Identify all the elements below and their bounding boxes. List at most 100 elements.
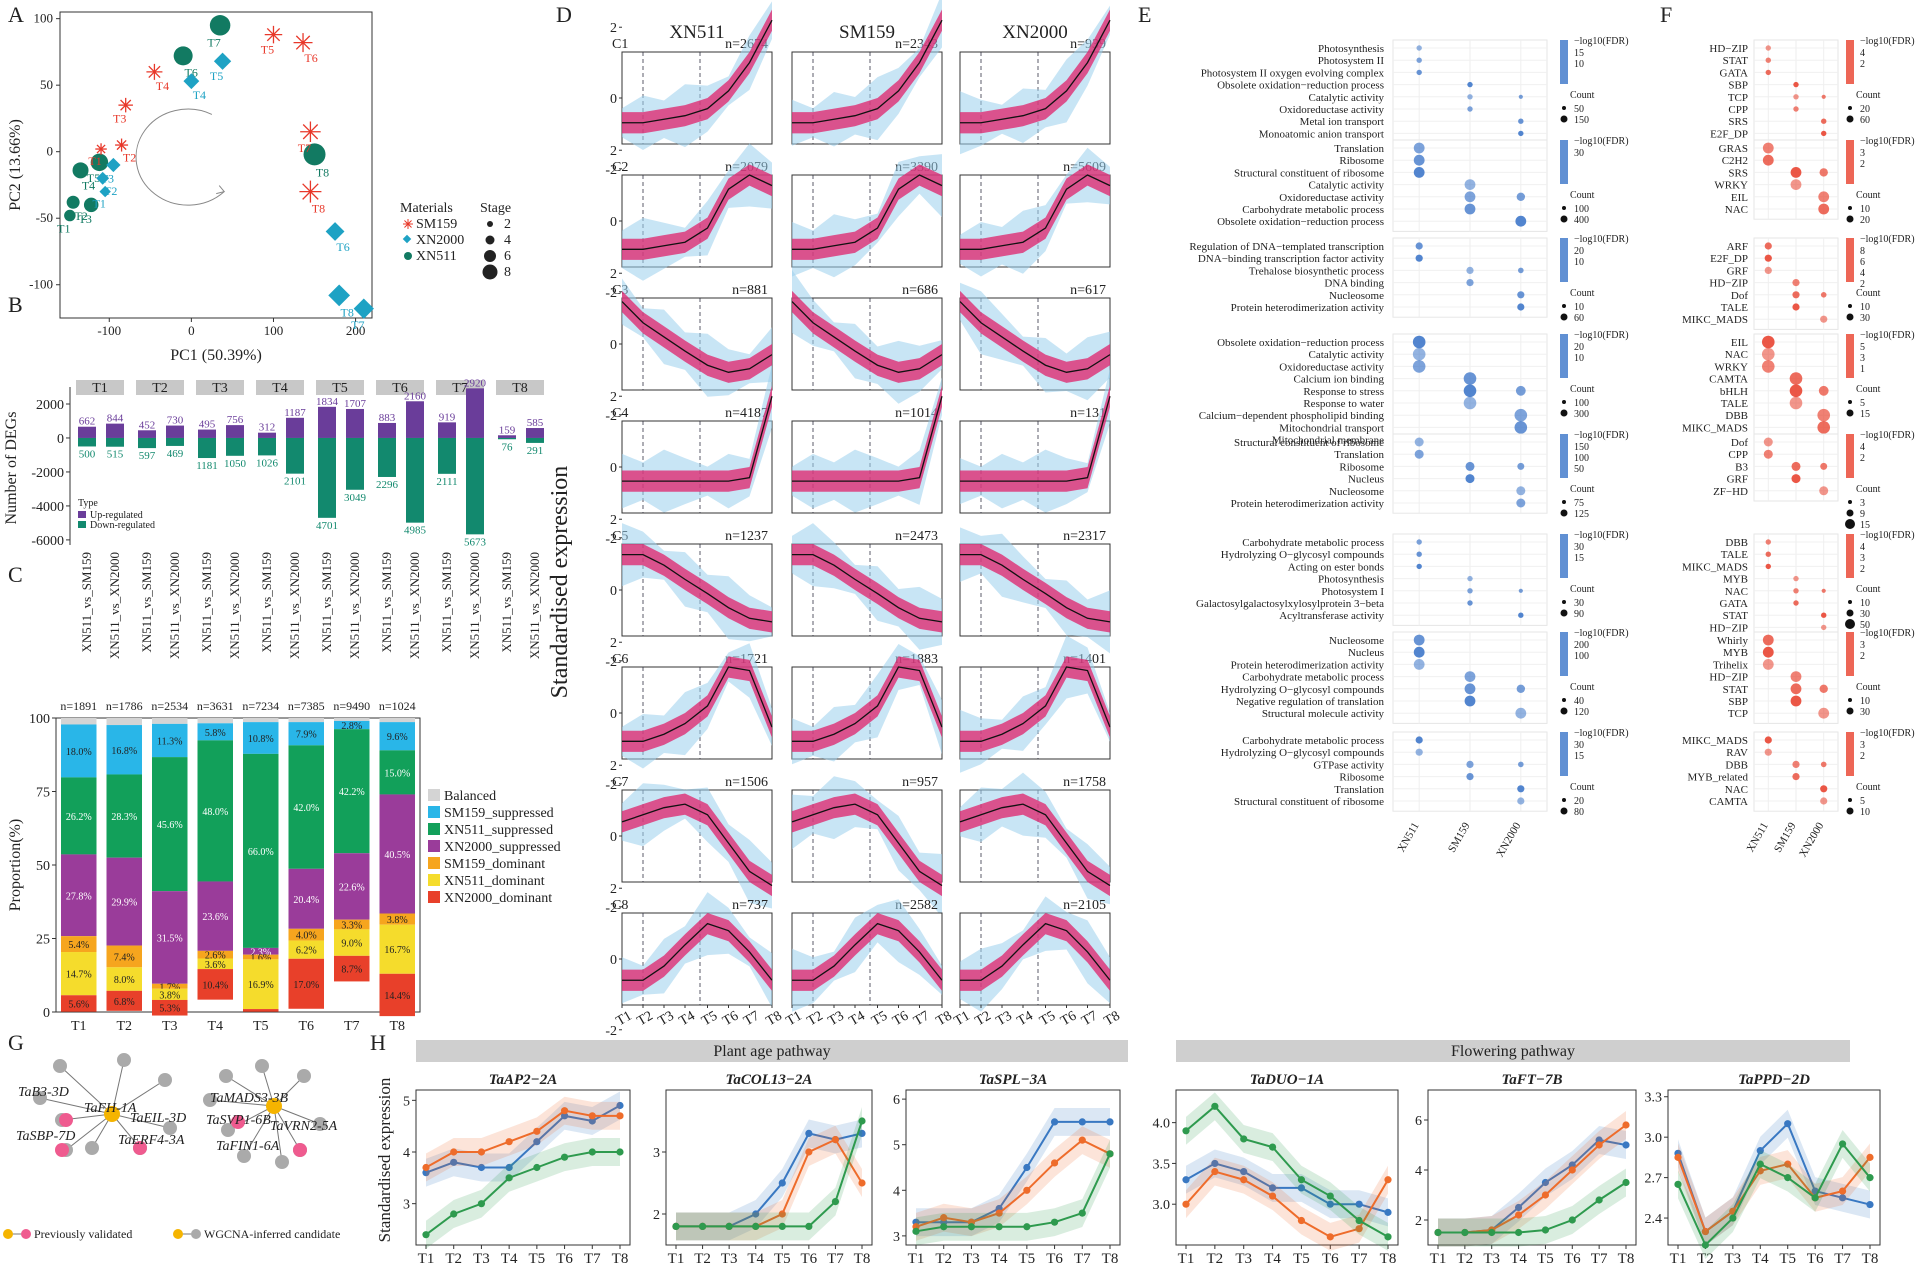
panel-letter: H [370, 1030, 386, 1055]
network-node-validated [293, 1143, 307, 1157]
colorbar [1846, 238, 1854, 282]
legend-key [487, 221, 493, 227]
bar-up [318, 406, 336, 438]
term-label: Hydrolyzing O−glycosyl compounds [1221, 684, 1384, 696]
term-label: GRAS [1719, 143, 1748, 155]
x-tick-label: T2 [935, 1251, 952, 1267]
term-label: TALE [1721, 302, 1749, 314]
y-tick-label: 0 [610, 92, 617, 107]
x-tick-label: XN511_vs_SM159 [439, 552, 454, 653]
pca-point-label: T2 [104, 184, 117, 198]
enrichment-dot [1789, 384, 1803, 398]
mean-profile-line [960, 19, 1111, 124]
term-label: ARF [1727, 241, 1748, 253]
legend-tick: 50 [1574, 464, 1584, 475]
expression-point [533, 1138, 541, 1146]
term-label: DNA−binding transcription factor activit… [1198, 253, 1385, 265]
legend-title: −log10(FDR) [1860, 136, 1915, 147]
expression-point [1729, 1214, 1737, 1222]
stacked-bar-segment [61, 936, 97, 953]
segment-label: 9.6% [387, 732, 408, 743]
term-label: MIKC_MADS [1682, 561, 1748, 573]
segment-label: 42.0% [293, 803, 319, 814]
bar-up-label: 312 [259, 422, 276, 434]
expression-point [1211, 1167, 1219, 1176]
stacked-bar-segment [61, 952, 97, 996]
enrichment-dot [1515, 707, 1527, 719]
expression-point [533, 1127, 541, 1135]
mean-profile-line [960, 174, 1111, 250]
x-tick-label: 100 [264, 323, 284, 338]
n-label: n=7234 [242, 699, 279, 713]
term-label: Galactosylgalactosylxylosylprotein 3−bet… [1196, 598, 1384, 610]
legend-tick: 20 [1574, 342, 1584, 353]
term-label: NAC [1725, 784, 1748, 796]
legend-key [1562, 798, 1566, 802]
cluster-n-label: n=1506 [725, 775, 768, 790]
segment-label: 3.3% [341, 921, 362, 932]
axes-frame [1667, 1089, 1881, 1246]
term-label: Ribosome [1339, 461, 1384, 473]
legend-tick: 3 [1860, 553, 1865, 564]
cluster-n-label: n=2582 [895, 898, 938, 913]
mean-profile-line [791, 803, 943, 887]
y-tick-label: 2 [610, 513, 617, 528]
term-label: TCP [1728, 708, 1748, 720]
bar-up [226, 425, 244, 438]
enrichment-dot [1790, 683, 1802, 695]
enrichment-dot [1416, 57, 1422, 63]
legend-title: Count [1570, 90, 1595, 101]
bar-down-label: 2296 [376, 479, 399, 491]
legend-title: Count [1570, 484, 1595, 495]
y-tick-label: 2 [610, 636, 617, 651]
core-band [960, 656, 1110, 752]
y-tick-label: 0 [610, 707, 617, 722]
panel-f: HD−ZIPSTATGATASBPTCPCPPSRSE2F_DP−log10(F… [1682, 36, 1915, 859]
term-label: Nucleosome [1329, 635, 1384, 647]
network-node [158, 1073, 172, 1087]
expression-point [1622, 1178, 1630, 1187]
confidence-band [1678, 1129, 1870, 1259]
enrichment-dot [1792, 760, 1800, 769]
x-tick-label: T1 [418, 1251, 435, 1267]
pca-point-label: T1 [92, 196, 105, 210]
expression-point [1838, 1194, 1847, 1202]
enrichment-dot [1517, 462, 1525, 470]
legend-key [78, 521, 86, 528]
bar-up [466, 388, 484, 438]
panel-letter: C [8, 562, 23, 587]
term-label: Nucleosome [1329, 290, 1384, 302]
network-node [237, 1149, 251, 1163]
bar-up [406, 401, 424, 438]
mean-profile-line [792, 174, 943, 250]
cluster-n-label: n=2105 [1063, 898, 1106, 913]
enrichment-dot [1464, 683, 1476, 695]
bar-up-label: 844 [107, 413, 124, 425]
core-band [792, 793, 942, 897]
stacked-bar-segment [288, 868, 324, 929]
bar-down [166, 437, 184, 446]
legend-key [1560, 609, 1568, 617]
expression-point [477, 1148, 486, 1156]
term-label: Photosystem II [1318, 55, 1385, 67]
term-label: Translation [1334, 143, 1384, 155]
y-tick-label: 2 [610, 21, 617, 36]
legend-tick: 10 [1860, 302, 1870, 313]
y-tick-label: -2 [605, 901, 617, 916]
term-label: B3 [1735, 461, 1748, 473]
legend-tick: 5 [1860, 342, 1865, 353]
enrichment-dot [1793, 588, 1799, 594]
term-label: GRF [1727, 265, 1748, 277]
term-label: Structural molecule activity [1262, 708, 1385, 720]
enrichment-dot [1413, 142, 1425, 154]
y-tick-label: 3.0 [1645, 1131, 1663, 1146]
enrichment-dot [1465, 461, 1475, 471]
y-tick-label: 5 [893, 1139, 900, 1154]
bar-up [346, 408, 364, 438]
panel-letter: F [1660, 2, 1672, 27]
enrichment-dot [1820, 292, 1827, 298]
expression-point [560, 1153, 569, 1161]
x-tick-label: T8 [1380, 1251, 1397, 1267]
x-tick-label: T2 [973, 1009, 994, 1030]
expression-point [1211, 1102, 1219, 1110]
